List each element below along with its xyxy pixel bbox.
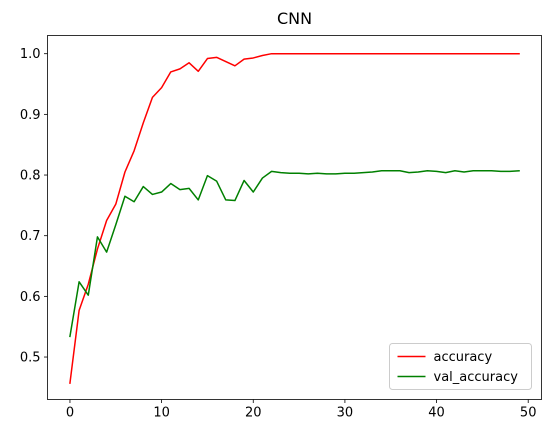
x-tick-label: 40: [428, 406, 445, 421]
axes: 0 10 20 30 40 50 0.5 0.6 0.7 0.8 0.9 1.0: [20, 35, 542, 421]
y-tick-label: 0.8: [20, 169, 41, 184]
series-line-val-accuracy: [69, 169, 520, 338]
plot-area: [69, 52, 520, 384]
plot-frame: [47, 35, 542, 400]
series-line-accuracy: [69, 52, 520, 384]
y-tick-label: 1.0: [20, 47, 41, 62]
legend-box: [389, 343, 532, 390]
y-tick-label: 0.6: [20, 290, 41, 305]
y-tick-label: 0.9: [20, 108, 41, 123]
x-tick-label: 10: [153, 406, 170, 421]
legend-label-val-accuracy: val_accuracy: [434, 370, 519, 385]
chart-title: CNN: [277, 9, 312, 28]
legend: accuracy val_accuracy: [389, 343, 532, 390]
legend-label-accuracy: accuracy: [434, 350, 493, 365]
x-tick-label: 30: [337, 406, 354, 421]
x-tick-label: 0: [66, 406, 74, 421]
y-tick-label: 0.5: [20, 351, 41, 366]
x-tick-label: 20: [245, 406, 262, 421]
y-tick-label: 0.7: [20, 229, 41, 244]
x-tick-label: 50: [520, 406, 537, 421]
